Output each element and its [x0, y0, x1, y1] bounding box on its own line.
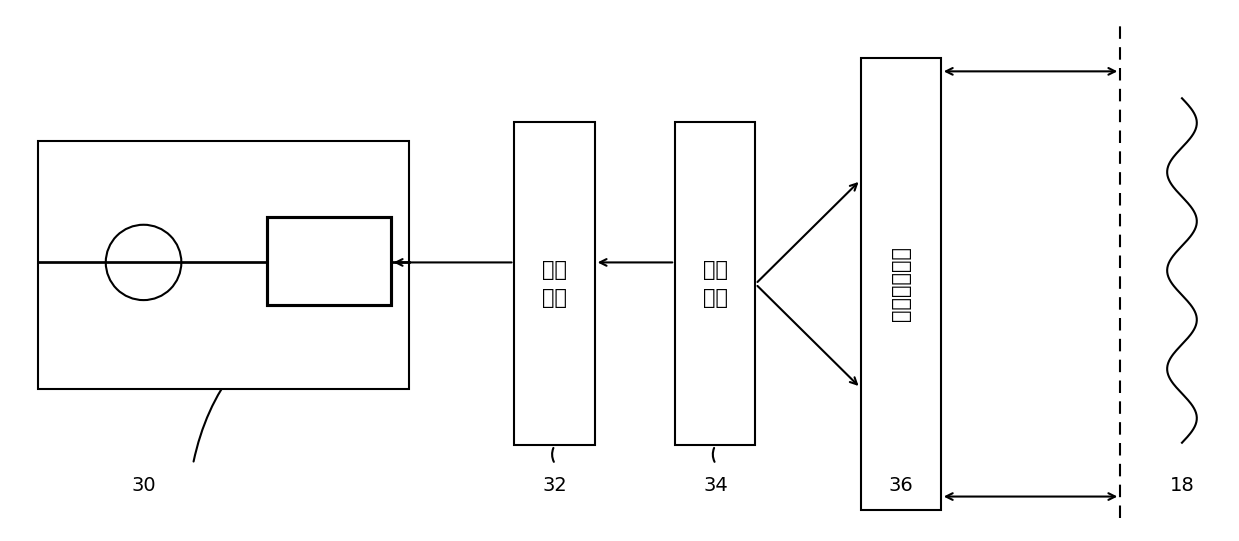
Bar [514, 122, 595, 445]
Text: 32: 32 [543, 476, 567, 496]
Text: 分光
元件: 分光 元件 [703, 260, 727, 308]
Text: 34: 34 [704, 476, 729, 496]
Text: 准直透镜系统: 准直透镜系统 [891, 247, 911, 321]
Ellipse shape [105, 225, 181, 300]
Text: 30: 30 [131, 476, 156, 496]
Bar [38, 141, 409, 389]
Bar [861, 58, 940, 510]
Text: 扩束
系统: 扩束 系统 [543, 260, 567, 308]
Text: 18: 18 [1170, 476, 1194, 496]
Text: 36: 36 [890, 476, 913, 496]
Bar [675, 122, 756, 445]
Bar [268, 217, 390, 306]
